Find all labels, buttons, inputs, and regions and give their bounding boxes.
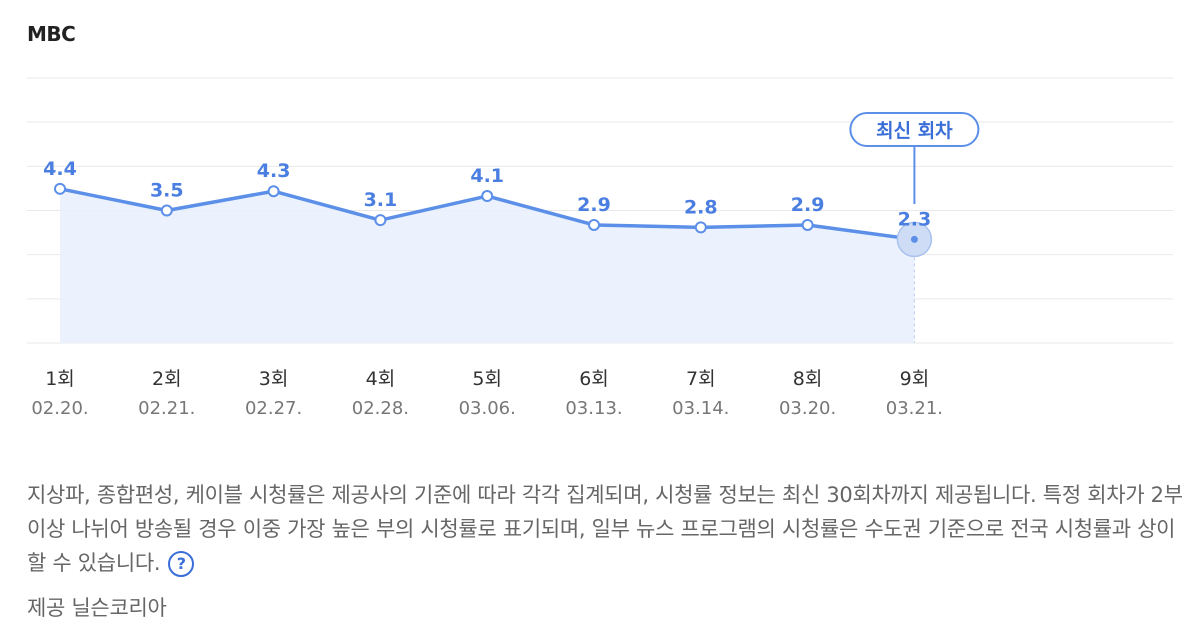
x-tick-date: 02.21. [138,398,195,419]
data-source: 제공 닐슨코리아 [27,596,167,620]
data-label: 4.1 [470,165,504,187]
x-tick-date: 03.14. [672,398,729,419]
x-tick-episode: 8회 [793,368,823,390]
data-point [588,218,600,231]
data-label: 4.4 [43,158,77,180]
help-icon[interactable]: ? [168,551,195,577]
channel-title: MBC [27,22,76,46]
x-tick-episode: 3회 [259,368,289,390]
x-tick-episode: 4회 [366,368,396,390]
data-label: 2.9 [791,194,825,216]
x-tick-episode: 6회 [579,368,609,390]
x-tick-date: 02.27. [245,398,302,419]
latest-point [910,235,918,243]
ratings-chart: 4.4 3.5 4.3 3.1 4.1 2.9 2.8 2.9 2.3 1회 02.20. 2회 02… [27,77,1173,419]
latest-episode-badge-group: 최신 회차 [849,112,980,204]
chart-area [60,188,915,343]
data-label: 2.3 [898,208,932,230]
area-fill [60,188,915,343]
data-point [694,221,707,234]
x-tick-episode: 2회 [152,368,182,390]
latest-badge-outline [849,112,980,147]
data-point [267,185,280,198]
chart-x-axis: 1회 02.20. 2회 02.21. 3회 02.27. 4회 02.28. 5회 03.06.… [31,368,943,419]
x-tick-date: 03.20. [779,398,836,419]
data-label: 2.8 [684,196,718,218]
x-tick-date: 03.13. [565,398,622,419]
x-tick-episode: 9회 [900,368,930,390]
ratings-notice: 지상파, 종합편성, 케이블 시청률은 제공사의 기준에 따라 각각 집계되며,… [27,478,1187,580]
x-tick-date: 03.21. [886,398,943,419]
x-tick-episode: 7회 [686,368,716,390]
latest-badge-label: 최신 회차 [876,120,953,142]
data-point [54,182,66,195]
ratings-notice-text: 지상파, 종합편성, 케이블 시청률은 제공사의 기준에 따라 각각 집계되며,… [27,483,1183,575]
data-label: 3.5 [150,180,184,202]
x-tick-date: 03.06. [459,398,516,419]
x-tick-date: 02.28. [352,398,409,419]
x-tick-date: 02.20. [31,398,88,419]
data-label: 3.1 [364,189,398,211]
chart-data-labels: 4.4 3.5 4.3 3.1 4.1 2.9 2.8 2.9 2.3 [43,158,931,231]
data-point [160,204,173,217]
data-label: 4.3 [257,160,291,182]
x-tick-episode: 1회 [45,368,75,390]
data-point [374,214,387,227]
chart-points [54,182,933,258]
x-tick-episode: 5회 [472,368,502,390]
data-point [481,190,494,203]
data-label: 2.9 [577,194,611,216]
data-point [801,218,814,231]
